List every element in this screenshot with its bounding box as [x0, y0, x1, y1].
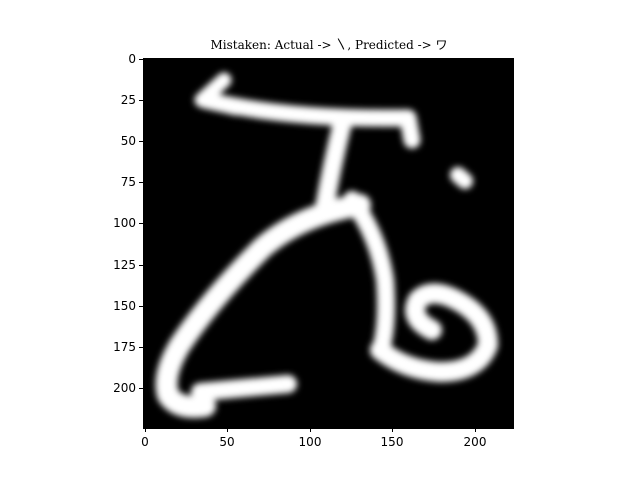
handwritten-character	[155, 72, 498, 418]
y-tick-label: 150	[113, 299, 136, 313]
x-tick-label: 0	[141, 435, 149, 449]
x-tick-label: 50	[219, 435, 235, 449]
axes-frame	[143, 58, 514, 429]
y-tick-label: 0	[128, 52, 136, 66]
y-tick-label: 25	[120, 93, 136, 107]
y-tick-label: 50	[120, 134, 136, 148]
x-tick-label: 200	[463, 435, 487, 449]
y-tick-label: 200	[113, 381, 136, 395]
y-tick-label: 75	[120, 175, 136, 189]
y-axis-ticks	[139, 59, 143, 389]
x-tick-label: 150	[380, 435, 404, 449]
y-tick-label: 100	[113, 216, 136, 230]
plot-title: Mistaken: Actual -> 〵, Predicted -> ワ	[210, 38, 448, 52]
y-tick-label: 175	[113, 340, 136, 354]
y-tick-label: 125	[113, 258, 136, 272]
x-tick-label: 100	[298, 435, 322, 449]
